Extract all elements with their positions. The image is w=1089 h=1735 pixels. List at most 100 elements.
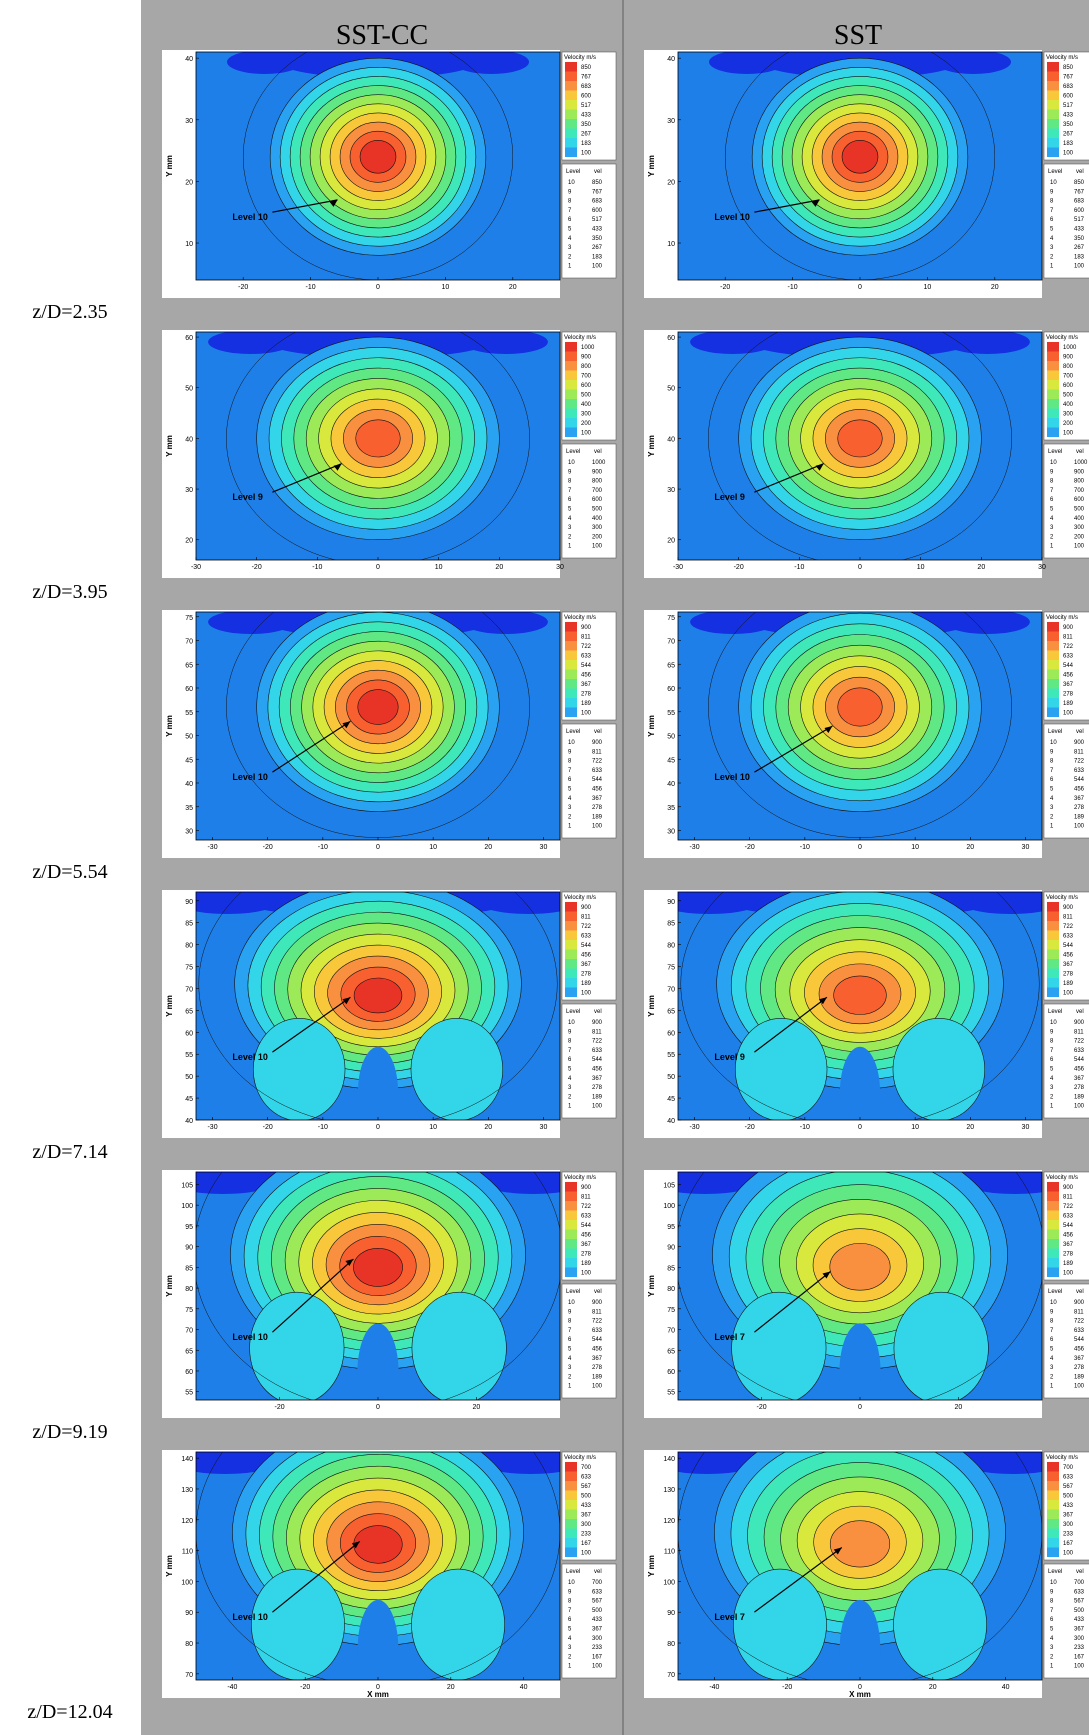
- y-tick-label: 80: [185, 1286, 193, 1293]
- level-value: 700: [592, 1580, 603, 1586]
- legend-value: 850: [581, 65, 592, 71]
- level-value: 544: [592, 1337, 603, 1343]
- level-value: 900: [1074, 740, 1085, 746]
- legend-value: 400: [581, 402, 592, 408]
- contour-line: [761, 66, 959, 247]
- legend-title: Velocity m/s: [1046, 55, 1078, 61]
- contour-line: [198, 892, 558, 1120]
- low-velocity-region: [944, 332, 1030, 354]
- level-value: 600: [592, 497, 603, 503]
- x-tick-label: -30: [207, 844, 217, 851]
- level-number: 4: [568, 1356, 572, 1362]
- contour-line: [301, 640, 455, 774]
- x-tick-label: -20: [782, 1684, 792, 1691]
- level-number: 8: [568, 479, 572, 485]
- legend-value: 500: [581, 1494, 592, 1500]
- contour-lobe: [731, 1292, 827, 1400]
- level-value: 100: [592, 1664, 603, 1670]
- level-number: 4: [568, 516, 572, 522]
- legend-swatch: [565, 978, 577, 988]
- y-tick-label: 30: [185, 829, 193, 836]
- legend-value: 267: [1063, 132, 1074, 138]
- contour-line: [299, 1477, 457, 1601]
- legend-swatch: [565, 987, 577, 997]
- legend-swatch: [1047, 921, 1059, 931]
- contour-panel: -30 -20 -10 0 10 20 30 20 30 40 50 60 Y mm Level 9 Vel…: [162, 330, 617, 578]
- level-number: 5: [568, 1347, 572, 1353]
- legend-swatch: [565, 147, 577, 157]
- contour-line: [787, 644, 933, 770]
- legend-title: Velocity m/s: [564, 335, 596, 341]
- x-tick-label: -30: [689, 1124, 699, 1131]
- legend-swatch: [1047, 119, 1059, 129]
- legend-swatch: [1047, 1201, 1059, 1211]
- annotation-arrowhead: [329, 199, 338, 207]
- annotation-arrowhead: [342, 997, 351, 1005]
- level-value: 350: [592, 236, 603, 242]
- annotation-arrow: [272, 1540, 361, 1613]
- contour-line: [680, 892, 1040, 1120]
- level-value: 100: [1074, 544, 1085, 550]
- x-tick-label: -10: [800, 844, 810, 851]
- legend-swatch: [565, 1462, 577, 1472]
- level-number: 3: [1050, 1645, 1054, 1651]
- legend-swatch: [565, 1547, 577, 1557]
- legend-swatch: [1047, 128, 1059, 138]
- level-value: 811: [592, 1309, 602, 1315]
- legend-value: 633: [581, 934, 592, 940]
- x-tick-label: -20: [275, 1404, 285, 1411]
- x-tick-label: 0: [858, 1684, 862, 1691]
- x-tick-label: -30: [673, 564, 683, 571]
- level-value: 183: [1074, 254, 1085, 260]
- legend-value: 278: [581, 692, 592, 698]
- level-number: 6: [568, 497, 572, 503]
- low-velocity-region: [208, 332, 294, 354]
- level-value: 1000: [592, 460, 606, 466]
- legend-value: 300: [581, 412, 592, 418]
- legend-swatch: [1047, 427, 1059, 437]
- plot-area: [196, 1452, 560, 1680]
- y-tick-label: 20: [667, 538, 675, 545]
- contour-notch: [839, 1046, 881, 1120]
- legend-value: 900: [1063, 1185, 1074, 1191]
- level-number: 4: [568, 1636, 572, 1642]
- level-number: 5: [1050, 1067, 1054, 1073]
- contour-panel: -30 -20 -10 0 10 20 30 20 30 40 50 60 Y mm Level 9 Vel…: [644, 330, 1089, 578]
- level-value: 456: [592, 1067, 603, 1073]
- legend-swatch: [1047, 1248, 1059, 1258]
- legend-value: 700: [1063, 374, 1074, 380]
- row-label: z/D=7.14: [32, 1141, 107, 1163]
- plot-area: [196, 1172, 560, 1400]
- annotation-arrow: [754, 725, 833, 773]
- plot-area: [678, 892, 1042, 1120]
- y-tick-label: 60: [185, 335, 193, 342]
- legend-value: 767: [1063, 75, 1074, 81]
- legend-swatch: [565, 128, 577, 138]
- level-number: 2: [1050, 254, 1054, 260]
- level-value: 367: [1074, 1076, 1085, 1082]
- level-number: 6: [568, 777, 572, 783]
- legend-swatch: [565, 1538, 577, 1548]
- legend-value: 683: [581, 84, 592, 90]
- contour-line: [269, 57, 487, 256]
- legend-value: 278: [581, 1252, 592, 1258]
- low-velocity-region: [935, 52, 1011, 74]
- legend-swatch: [565, 968, 577, 978]
- contour-lobe: [735, 1018, 828, 1120]
- level-value: 567: [592, 1599, 603, 1605]
- legend-swatch: [1047, 911, 1059, 921]
- level-value: 633: [1074, 768, 1085, 774]
- legend-swatch: [1047, 1528, 1059, 1538]
- legend-value: 544: [581, 1223, 592, 1229]
- contour-line: [841, 140, 879, 174]
- contour-band: [353, 1248, 403, 1287]
- contour-line: [837, 419, 883, 458]
- annotation-arrowhead: [815, 463, 824, 471]
- level-number: 10: [568, 180, 575, 186]
- level-value: 233: [1074, 1645, 1085, 1651]
- low-velocity-region: [462, 332, 548, 354]
- level-number: 1: [568, 264, 572, 270]
- level-number: 2: [568, 1094, 572, 1100]
- legend-swatch: [565, 930, 577, 940]
